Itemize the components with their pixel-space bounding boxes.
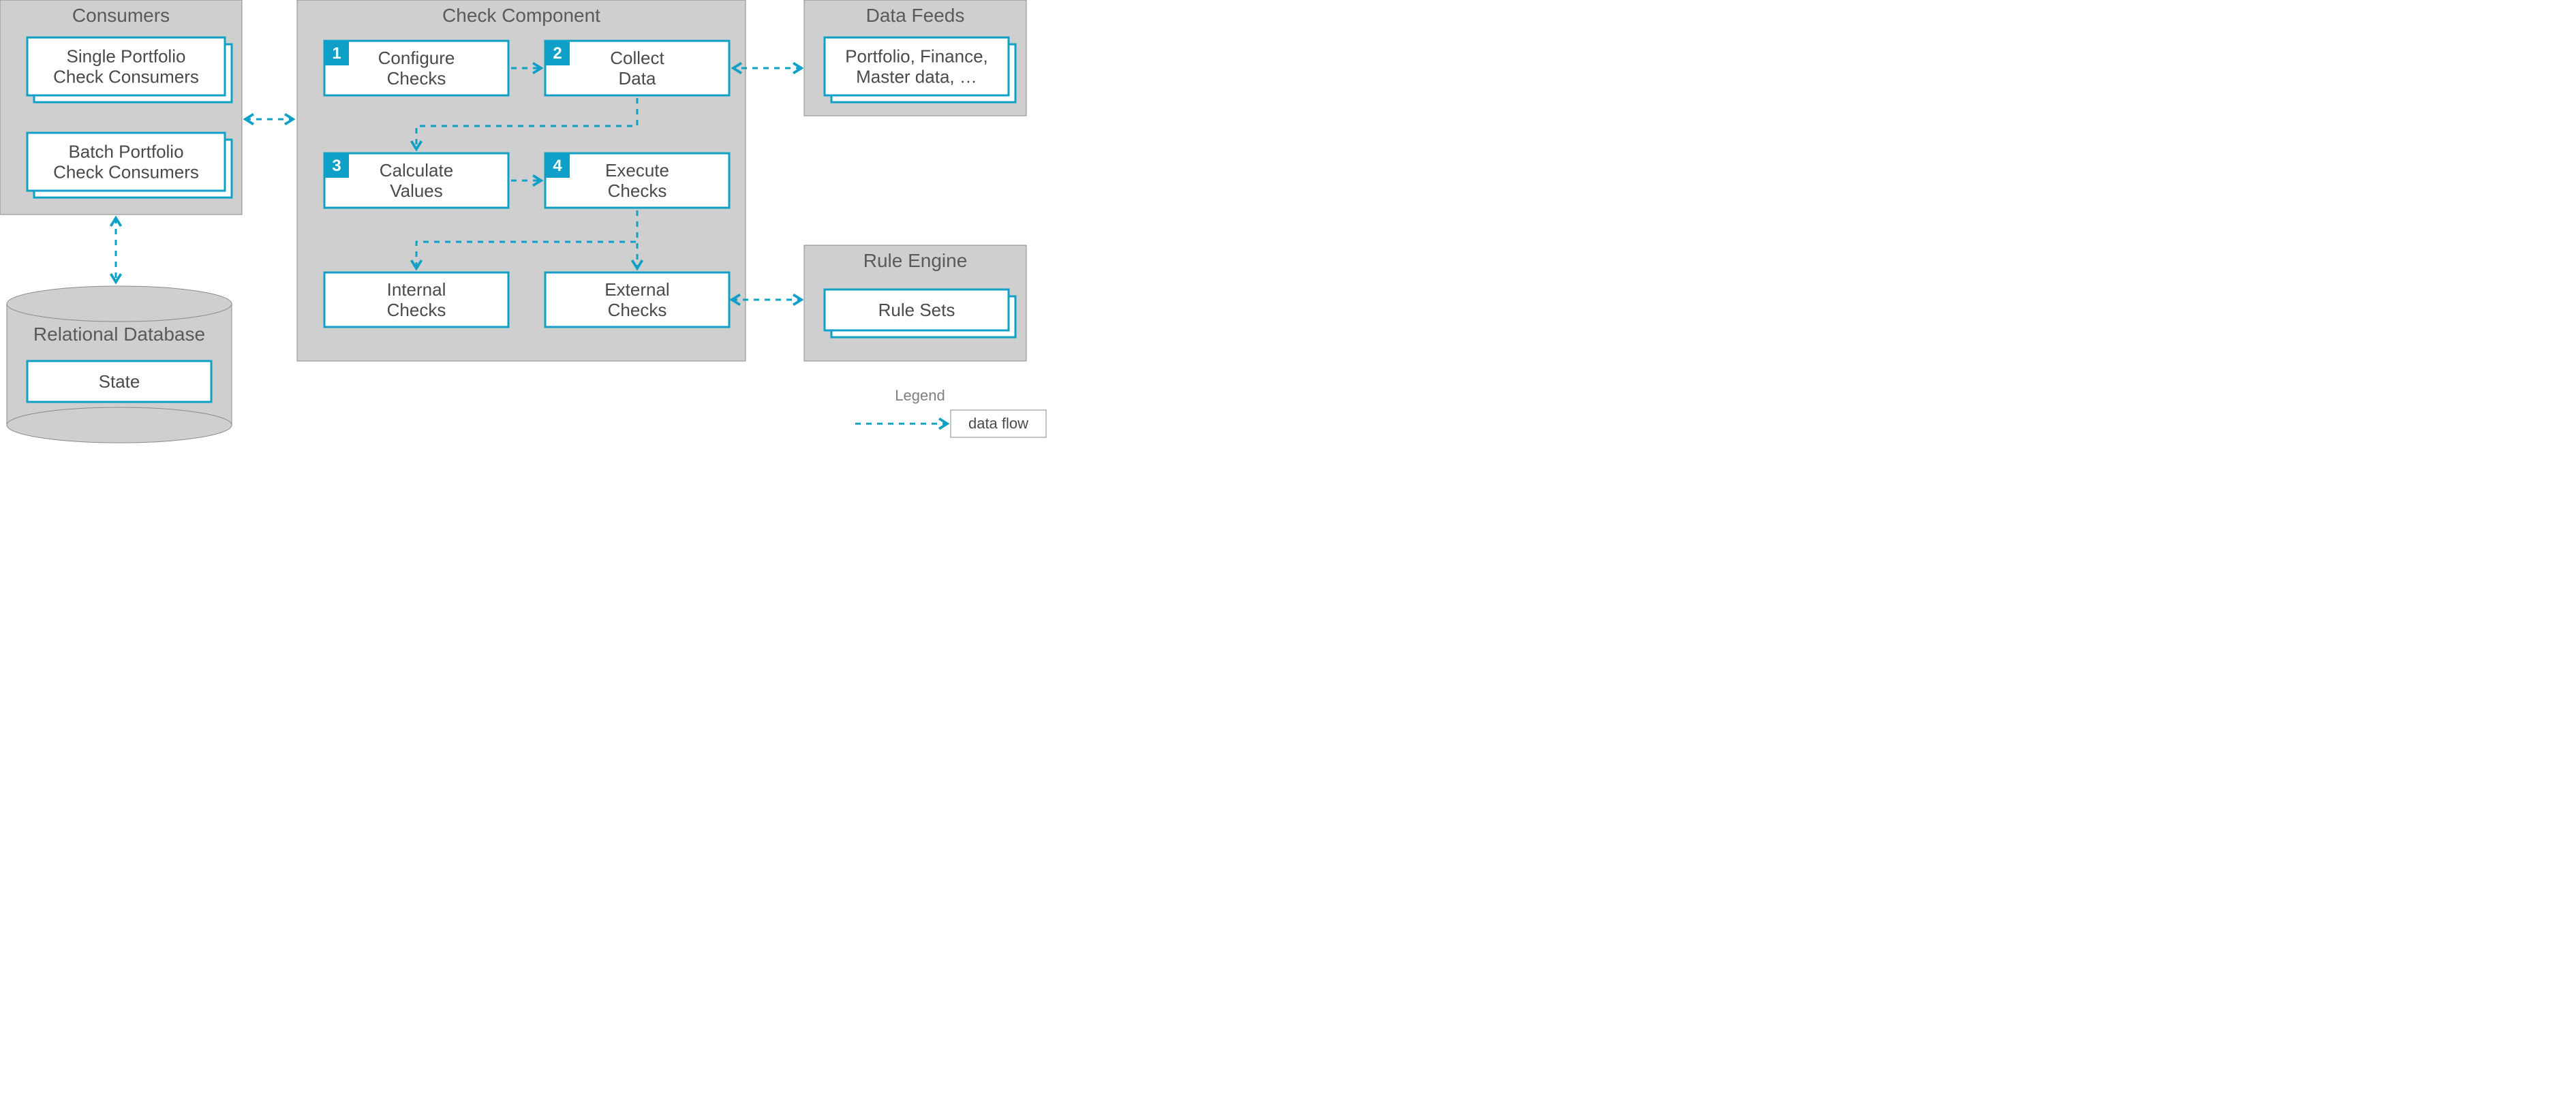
legend-label: data flow [968, 415, 1028, 432]
badge-configure_checks-label: 1 [332, 44, 341, 63]
box-execute_checks: 4 ExecuteChecks [545, 153, 729, 208]
box-state-label: State [99, 371, 140, 392]
box-batch_portfolio-line-1: Check Consumers [53, 162, 199, 183]
box-collect_data-line-1: Data [619, 68, 656, 89]
box-rule_sets: Rule Sets [825, 290, 1015, 337]
container-title-rule_engine: Rule Engine [863, 250, 968, 271]
box-configure_checks-line-0: Configure [378, 48, 455, 68]
box-single_portfolio: Single PortfolioCheck Consumers [27, 37, 232, 102]
box-configure_checks-line-1: Checks [387, 68, 446, 89]
badge-calculate_values-label: 3 [332, 157, 341, 175]
container-title-check_component: Check Component [442, 5, 600, 26]
box-portfolio_finance-line-0: Portfolio, Finance, [845, 46, 988, 67]
box-rule_sets-line-0: Rule Sets [878, 300, 955, 320]
box-execute_checks-line-0: Execute [605, 160, 669, 181]
box-calculate_values-line-0: Calculate [380, 160, 453, 181]
box-portfolio_finance-line-1: Master data, … [856, 67, 977, 87]
badge-execute_checks-label: 4 [553, 157, 562, 175]
box-single_portfolio-line-0: Single Portfolio [67, 46, 186, 67]
box-collect_data: 2 CollectData [545, 41, 729, 95]
box-internal_checks-line-1: Checks [387, 300, 446, 320]
database-title: Relational Database [33, 324, 205, 345]
box-configure_checks: 1 ConfigureChecks [324, 41, 508, 95]
box-batch_portfolio-line-0: Batch Portfolio [68, 142, 183, 162]
box-external_checks-line-0: External [604, 279, 669, 300]
box-single_portfolio-line-1: Check Consumers [53, 67, 199, 87]
box-calculate_values-line-1: Values [390, 181, 443, 201]
box-execute_checks-line-1: Checks [608, 181, 667, 201]
legend-title: Legend [895, 387, 945, 404]
container-title-data_feeds: Data Feeds [866, 5, 965, 26]
box-batch_portfolio: Batch PortfolioCheck Consumers [27, 133, 232, 198]
box-calculate_values: 3 CalculateValues [324, 153, 508, 208]
box-external_checks-line-1: Checks [608, 300, 667, 320]
database-cylinder: Relational Database State [7, 286, 232, 443]
badge-collect_data-label: 2 [553, 44, 562, 63]
box-collect_data-line-0: Collect [610, 48, 664, 68]
box-portfolio_finance: Portfolio, Finance,Master data, … [825, 37, 1015, 102]
box-internal_checks: InternalChecks [324, 272, 508, 327]
box-internal_checks-line-0: Internal [387, 279, 446, 300]
container-title-consumers: Consumers [72, 5, 170, 26]
box-external_checks: ExternalChecks [545, 272, 729, 327]
